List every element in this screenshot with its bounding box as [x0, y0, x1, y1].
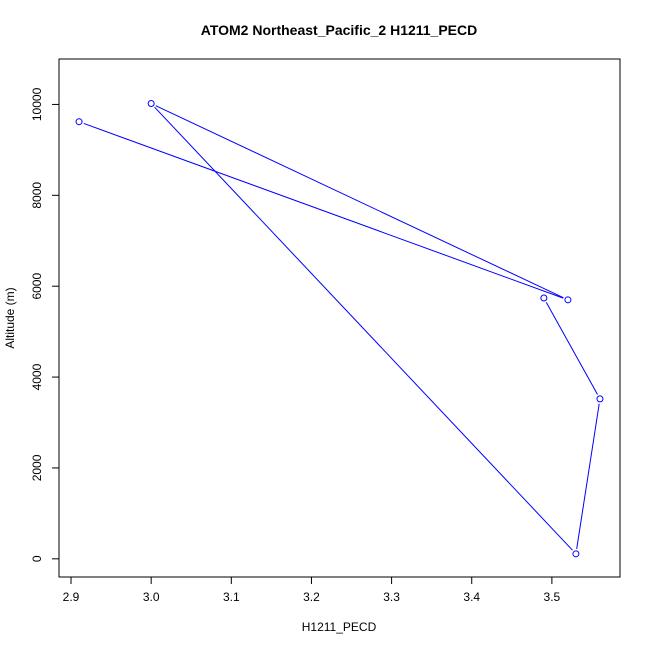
y-tick-label: 0 [30, 555, 44, 562]
data-point [540, 294, 548, 302]
y-tick-label: 6000 [30, 273, 44, 300]
x-tick-label: 3.0 [143, 590, 160, 604]
series-segment [155, 105, 564, 299]
series-segment [83, 122, 564, 299]
y-axis-label: Altitude (m) [3, 287, 17, 348]
y-axis: 0 2000 4000 6000 8000 10000 [30, 87, 60, 562]
x-axis-label: H1211_PECD [302, 620, 377, 634]
x-tick-label: 3.1 [223, 590, 240, 604]
plot-frame [58, 58, 621, 578]
data-points [75, 100, 604, 558]
data-point [572, 550, 580, 558]
series-segment [154, 106, 573, 551]
chart-title: ATOM2 Northeast_Pacific_2 H1211_PECD [201, 22, 478, 38]
data-point [75, 118, 83, 126]
x-tick-label: 3.5 [544, 590, 561, 604]
x-tick-label: 3.2 [303, 590, 320, 604]
y-tick-label: 4000 [30, 363, 44, 390]
x-tick-label: 3.3 [383, 590, 400, 604]
x-tick-label: 3.4 [463, 590, 480, 604]
x-tick-label: 2.9 [63, 590, 80, 604]
x-axis: 2.9 3.0 3.1 3.2 3.3 3.4 3.5 [63, 576, 561, 604]
data-point [147, 100, 155, 108]
y-tick-label: 10000 [30, 87, 44, 121]
series-segment [545, 302, 598, 395]
y-tick-label: 8000 [30, 182, 44, 209]
data-point [564, 296, 572, 304]
data-point [596, 395, 604, 403]
y-tick-label: 2000 [30, 454, 44, 481]
series-segment [576, 403, 600, 549]
